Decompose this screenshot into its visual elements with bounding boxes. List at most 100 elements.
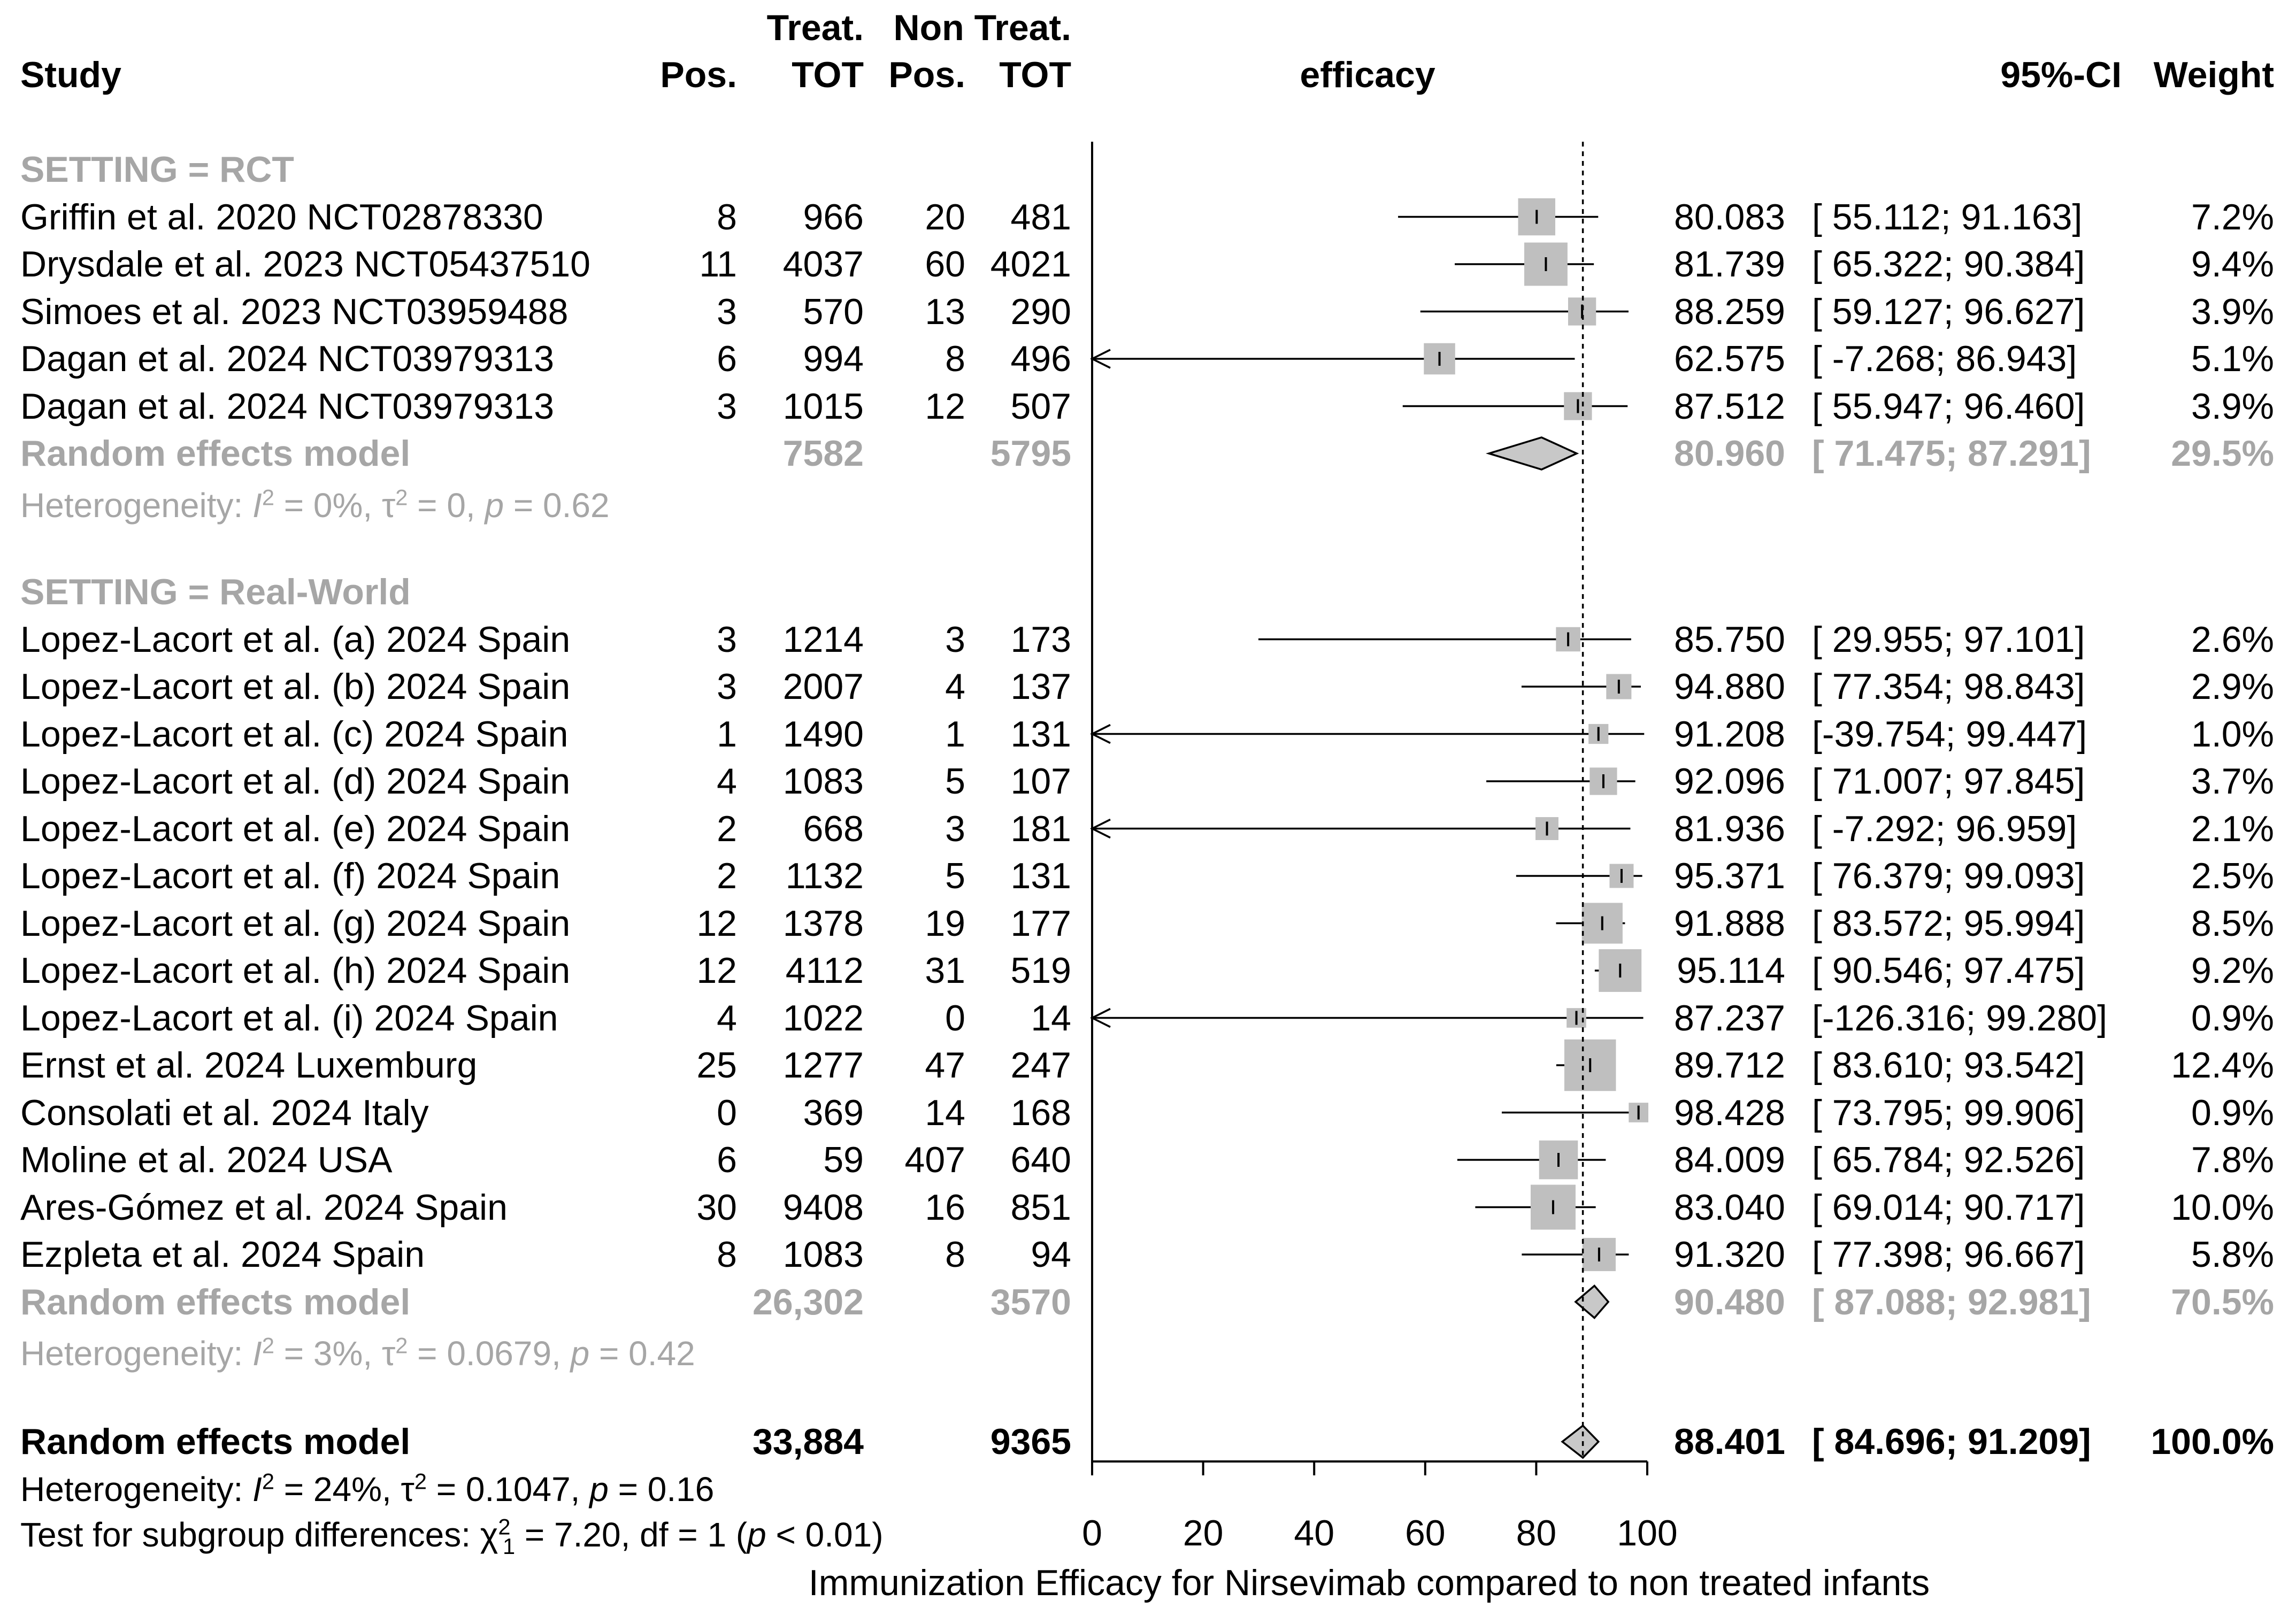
overall-ci: [ 84.696; 91.209] [1812,1421,2091,1462]
study-name: Griffin et al. 2020 NCT02878330 [20,196,543,237]
het-i2-value: = 0%, [274,486,382,525]
treat-pos-value: 11 [699,244,737,284]
study-name: Moline et al. 2024 USA [20,1140,393,1180]
nontreat-pos-value: 5 [945,856,965,896]
overall-model-label: Random effects model [20,1421,411,1462]
ci-value: [ 77.354; 98.843] [1812,666,2085,707]
subgroup-efficacy: 80.960 [1674,433,1785,474]
efficacy-value: 95.114 [1677,950,1785,991]
het-tau: τ [381,486,396,525]
efficacy-value: 81.739 [1674,244,1785,284]
subgroup-label: SETTING = RCT [20,149,294,190]
subgroup-model-label: Random effects model [20,433,411,474]
nontreat-pos-value: 20 [925,196,965,237]
nontreat-pos-value: 13 [925,291,965,332]
efficacy-value: 91.208 [1674,713,1785,755]
het-sup: 2 [395,1333,408,1358]
het-prefix: Heterogeneity: [20,1470,253,1509]
nontreat-tot-value: 168 [1010,1092,1071,1133]
ci-value: [ -7.292; 96.959] [1812,808,2077,849]
subgroup-ci: [ 87.088; 92.981] [1812,1281,2091,1322]
weight-value: 8.5% [2191,903,2274,944]
nontreat-tot-value: 851 [1010,1187,1071,1228]
het-p-value: = 0.16 [608,1470,715,1509]
treat-pos-value: 8 [717,1234,737,1275]
het-sup: 2 [395,484,408,510]
study-name: Lopez-Lacort et al. (d) 2024 Spain [20,761,571,802]
treat-tot-value: 4112 [785,950,864,991]
study-name: Ernst et al. 2024 Luxemburg [20,1045,478,1086]
subgroup-diamond [1574,1284,1610,1319]
nontreat-pos-value: 8 [945,338,965,379]
subgroup-label: SETTING = Real-World [20,572,411,612]
weight-value: 5.8% [2191,1234,2274,1275]
efficacy-value: 81.936 [1674,808,1785,849]
efficacy-value: 94.880 [1674,666,1785,707]
study-name: Lopez-Lacort et al. (b) 2024 Spain [20,666,571,707]
subgroup-treat-tot: 26,302 [752,1281,864,1322]
weight-value: 12.4% [2171,1045,2274,1086]
het-tau-value: = 0, [408,486,485,525]
study-name: Ares-Gómez et al. 2024 Spain [20,1187,508,1228]
nontreat-tot-value: 177 [1010,903,1071,944]
nontreat-pos-value: 14 [925,1092,965,1133]
overall-weight: 100.0% [2151,1421,2274,1462]
study-name: Lopez-Lacort et al. (i) 2024 Spain [20,997,558,1038]
subgroup-test-p: p [747,1515,766,1554]
ci-value: [ 90.546; 97.475] [1812,950,2085,991]
nontreat-pos-value: 60 [925,244,965,284]
ci-value: [ 29.955; 97.101] [1812,619,2085,660]
x-tick-label: 60 [1405,1513,1446,1553]
het-p: p [570,1334,590,1373]
efficacy-value: 85.750 [1674,619,1785,660]
het-p: p [485,486,504,525]
subgroup-efficacy: 90.480 [1674,1281,1785,1322]
nontreat-pos-value: 4 [945,666,965,707]
header-treat: Treat. [766,7,864,48]
header-nontreat-tot: TOT [999,55,1071,95]
ci-value: [ -7.268; 86.943] [1812,338,2077,379]
weight-value: 3.9% [2191,386,2274,427]
overall-treat-tot: 33,884 [752,1421,864,1462]
ci-value: [ 73.795; 99.906] [1812,1092,2085,1133]
subgroup-nontreat-tot: 5795 [990,433,1071,474]
treat-tot-value: 1083 [782,761,864,802]
het-p-value: = 0.42 [589,1334,695,1373]
study-name: Drysdale et al. 2023 NCT05437510 [20,244,590,284]
treat-pos-value: 3 [717,666,737,707]
het-tau: τ [381,1334,396,1373]
nontreat-pos-value: 1 [945,713,965,755]
nontreat-tot-value: 107 [1010,761,1071,802]
treat-pos-value: 25 [696,1045,737,1086]
nontreat-tot-value: 94 [1031,1234,1071,1275]
het-i2: I [252,1334,262,1373]
ci-value: [ 69.014; 90.717] [1812,1187,2085,1228]
treat-tot-value: 570 [803,291,864,332]
weight-value: 9.4% [2191,244,2274,284]
subgroup-test: Test for subgroup differences: χ21 = 7.2… [20,1515,884,1557]
efficacy-value: 89.712 [1674,1045,1785,1086]
het-sup: 2 [262,484,274,510]
header-nontreat-pos: Pos. [888,55,965,95]
study-name: Lopez-Lacort et al. (c) 2024 Spain [20,713,569,755]
nontreat-pos-value: 31 [925,950,965,991]
treat-tot-value: 994 [803,338,864,379]
overall-heterogeneity: Heterogeneity: I2 = 24%, τ2 = 0.1047, p … [20,1470,715,1509]
nontreat-tot-value: 181 [1010,808,1071,849]
ci-value: [ 76.379; 99.093] [1812,856,2085,896]
nontreat-tot-value: 640 [1010,1140,1071,1180]
treat-pos-value: 1 [717,713,737,755]
nontreat-tot-value: 496 [1010,338,1071,379]
het-tau: τ [401,1470,414,1509]
header-treat-pos: Pos. [660,55,737,95]
weight-value: 2.9% [2191,666,2274,707]
study-name: Lopez-Lacort et al. (a) 2024 Spain [20,619,571,660]
overall-nontreat-tot: 9365 [990,1421,1071,1462]
treat-pos-value: 6 [717,338,737,379]
efficacy-value: 80.083 [1674,196,1785,237]
efficacy-value: 91.888 [1674,903,1785,944]
ci-value: [ 83.572; 95.994] [1812,903,2085,944]
nontreat-pos-value: 8 [945,1234,965,1275]
overall-diamond [1561,1424,1600,1459]
